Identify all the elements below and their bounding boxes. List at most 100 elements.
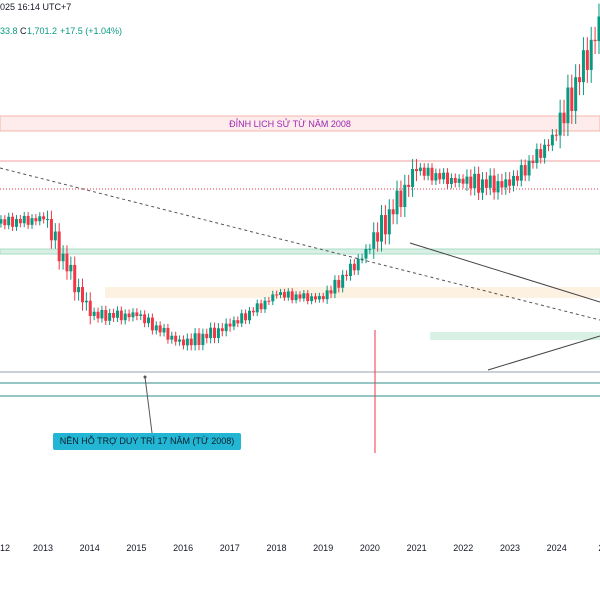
candle-body bbox=[461, 178, 465, 184]
candle-body bbox=[57, 231, 61, 262]
candle-body bbox=[34, 218, 38, 222]
candle-body bbox=[174, 335, 178, 342]
x-tick-label: 2017 bbox=[220, 543, 240, 553]
candle-body bbox=[383, 215, 387, 235]
candle-body bbox=[185, 338, 189, 346]
candle-body bbox=[119, 310, 123, 321]
candle-body bbox=[108, 312, 112, 321]
candle-body bbox=[546, 144, 550, 146]
candle-body bbox=[201, 333, 205, 346]
header-change: +17.5 (+1.04%) bbox=[60, 26, 123, 36]
candle-body bbox=[14, 218, 18, 227]
candle-body bbox=[38, 216, 42, 222]
support-callout: NỀN HỖ TRỢ DUY TRÌ 17 NĂM (TỪ 2008) bbox=[53, 433, 241, 450]
candle-body bbox=[574, 77, 578, 111]
x-tick-label: 2020 bbox=[360, 543, 380, 553]
candle-body bbox=[84, 300, 88, 303]
candle-body bbox=[380, 215, 384, 242]
candle-body bbox=[255, 303, 259, 313]
candle-body bbox=[504, 179, 508, 188]
candle-body bbox=[65, 253, 69, 272]
candle-body bbox=[115, 310, 119, 318]
x-tick-label: 2014 bbox=[80, 543, 100, 553]
candle-body bbox=[492, 175, 496, 193]
candle-body bbox=[209, 327, 213, 339]
triangle-lower-line bbox=[487, 335, 600, 371]
candle-body bbox=[7, 216, 11, 226]
candle-body bbox=[205, 333, 209, 339]
candle-body bbox=[26, 215, 30, 225]
candle-body bbox=[127, 313, 131, 318]
x-tick-label: 2021 bbox=[407, 543, 427, 553]
candle-body bbox=[480, 179, 484, 193]
candle-body bbox=[566, 87, 570, 124]
candle-body bbox=[286, 291, 290, 298]
candle-body bbox=[178, 339, 182, 342]
resistance-zone bbox=[0, 115, 600, 132]
candle-body bbox=[543, 144, 547, 158]
candle-body bbox=[527, 160, 531, 176]
candle-body bbox=[488, 175, 492, 188]
candle-body bbox=[337, 279, 341, 288]
candle-body bbox=[236, 320, 240, 324]
candle-body bbox=[539, 149, 543, 158]
candle-body bbox=[535, 149, 539, 164]
candle-body bbox=[240, 313, 244, 324]
candle-body bbox=[104, 309, 108, 321]
candle-body bbox=[395, 190, 399, 215]
candle-body bbox=[3, 219, 7, 226]
header-open-fragment: 33.8 bbox=[0, 26, 18, 36]
candle-body bbox=[469, 176, 473, 189]
candle-body bbox=[333, 279, 337, 294]
candle-body bbox=[279, 292, 283, 295]
candle-body bbox=[578, 77, 582, 83]
candle-body bbox=[232, 320, 236, 327]
candle-body bbox=[453, 177, 457, 183]
candle-body bbox=[329, 290, 333, 294]
candle-body bbox=[30, 218, 34, 225]
candle-body bbox=[317, 296, 321, 300]
candle-body bbox=[0, 219, 3, 224]
candle-body bbox=[77, 287, 81, 293]
candle-body bbox=[224, 323, 228, 332]
candle-body bbox=[42, 216, 46, 220]
candle-body bbox=[11, 216, 15, 227]
candle-body bbox=[391, 209, 395, 215]
candle-body bbox=[123, 313, 127, 321]
candle-body bbox=[259, 303, 263, 310]
candle-body bbox=[88, 300, 92, 316]
candle-body bbox=[244, 313, 248, 321]
candle-body bbox=[139, 314, 143, 316]
candle-body bbox=[275, 294, 279, 296]
x-tick-label: 2016 bbox=[173, 543, 193, 553]
candle-body bbox=[368, 248, 372, 250]
candle-body bbox=[376, 232, 380, 242]
candle-body bbox=[515, 175, 519, 181]
candle-body bbox=[523, 165, 527, 176]
candle-body bbox=[345, 274, 349, 277]
candle-body bbox=[69, 264, 73, 272]
resistance-label: ĐỈNH LỊCH SỬ TỪ NĂM 2008 bbox=[229, 118, 351, 129]
candle-body bbox=[570, 87, 574, 111]
x-tick-label: 2015 bbox=[126, 543, 146, 553]
candle-body bbox=[558, 112, 562, 136]
candle-body bbox=[143, 314, 147, 324]
candle-body bbox=[508, 179, 512, 186]
candle-body bbox=[73, 264, 77, 293]
candle-body bbox=[372, 232, 376, 249]
candle-body bbox=[442, 172, 446, 180]
candle-body bbox=[434, 173, 438, 181]
candle-body bbox=[426, 167, 430, 176]
candle-body bbox=[403, 184, 407, 208]
candle-body bbox=[477, 173, 481, 193]
candle-body bbox=[500, 181, 504, 188]
candle-body bbox=[112, 312, 116, 318]
candle-body bbox=[473, 173, 477, 189]
x-tick-label: 2024 bbox=[547, 543, 567, 553]
candle-body bbox=[294, 294, 298, 301]
candle-body bbox=[313, 296, 317, 300]
candle-body bbox=[193, 333, 197, 346]
candle-body bbox=[18, 218, 22, 224]
candle-body bbox=[418, 167, 422, 172]
